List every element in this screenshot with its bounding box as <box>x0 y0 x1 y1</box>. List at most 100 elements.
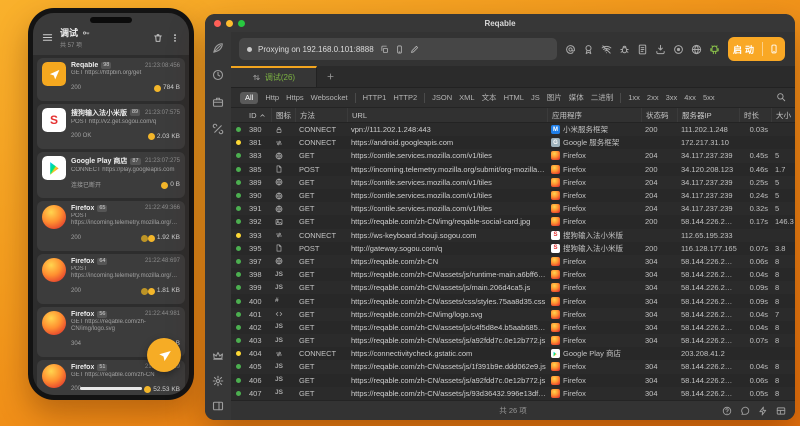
filter-search-button[interactable] <box>776 89 786 107</box>
column-header[interactable]: ID <box>245 108 271 122</box>
column-header[interactable]: 图标 <box>271 108 295 122</box>
briefcase-icon[interactable] <box>212 96 224 108</box>
table-row[interactable]: 398 JS GET https://reqable.com/zh-CN/assets… <box>231 268 795 282</box>
tools-icon[interactable] <box>212 123 224 135</box>
table-row[interactable]: 403 JS GET https://reqable.com/zh-CN/assets… <box>231 334 795 348</box>
trash-icon[interactable] <box>153 33 163 43</box>
table-row[interactable]: 397 GET https://reqable.com/zh-CN Firefox 30… <box>231 254 795 269</box>
cell-duration: 0.07s <box>749 243 768 253</box>
column-header[interactable]: URL <box>347 108 547 122</box>
table-row[interactable]: 405 JS GET https://reqable.com/zh-CN/assets… <box>231 360 795 374</box>
at-icon[interactable] <box>565 44 576 55</box>
firefox-app-icon <box>551 322 560 332</box>
panel-icon[interactable] <box>212 400 224 412</box>
device-icon[interactable] <box>395 45 404 54</box>
table-row[interactable]: 380 CONNECT vpn://111.202.1.248:443 M 小米服务框架… <box>231 123 795 137</box>
bolt-icon[interactable] <box>758 406 768 416</box>
proxy-address-bar[interactable]: Proxying on 192.168.0.101:8888 <box>239 38 557 60</box>
filter-item[interactable]: JS <box>530 93 540 102</box>
table-row[interactable]: 392 GET https://reqable.com/zh-CN/img/reqa… <box>231 215 795 229</box>
script-icon[interactable] <box>637 44 648 55</box>
table-row[interactable]: 401 GET https://reqable.com/zh-CN/img/logo… <box>231 307 795 321</box>
record-icon[interactable] <box>673 44 684 55</box>
column-header[interactable]: 状态码 <box>641 108 677 122</box>
cell-id: 403 <box>249 336 262 346</box>
filter-item[interactable]: 4xx <box>684 93 696 102</box>
column-header[interactable]: 时长 <box>739 108 771 122</box>
table-row[interactable]: 391 GET https://contile.services.mozilla.c… <box>231 202 795 216</box>
session-card[interactable]: Firefox 56 21:22:44:981 GET https://reqa… <box>37 306 185 357</box>
table-row[interactable]: 393 CONNECT https://ws-keyboard.shouji.sog… <box>231 228 795 242</box>
menu-icon[interactable] <box>42 32 53 43</box>
filter-item[interactable]: HTTP2 <box>393 93 418 102</box>
table-row[interactable]: 400 # GET https://reqable.com/zh-CN/assets/… <box>231 294 795 308</box>
filter-item[interactable]: 3xx <box>665 93 678 102</box>
certificate-icon[interactable] <box>583 44 594 55</box>
cell-method: GET <box>299 362 315 372</box>
network-icon[interactable] <box>691 44 702 55</box>
column-header[interactable] <box>231 108 245 122</box>
feather-icon[interactable] <box>212 42 224 54</box>
session-card[interactable]: S 搜狗输入法小米版 89 21:23:07:575 POST http://v… <box>37 103 185 149</box>
filter-item[interactable]: 图片 <box>546 93 562 102</box>
session-card[interactable]: Firefox 64 21:22:48:697 POST https://inc… <box>37 253 185 304</box>
tab-debug[interactable]: 调试(26) <box>231 66 317 87</box>
session-card[interactable]: Google Play 商店 87 21:23:07:275 CONNECT h… <box>37 152 185 198</box>
clock-icon[interactable] <box>212 69 224 81</box>
filter-item[interactable]: XML <box>459 93 475 102</box>
search-icon <box>776 92 786 102</box>
js-icon: JS <box>275 323 283 331</box>
column-header[interactable]: 大小 <box>771 108 795 122</box>
session-timestamp: 21:23:07:575 <box>144 109 180 116</box>
cell-server-ip: 58.144.226.2… <box>681 362 733 372</box>
table-row[interactable]: 402 JS GET https://reqable.com/zh-CN/assets… <box>231 320 795 334</box>
maximize-window-button[interactable] <box>238 19 245 27</box>
kebab-menu-icon[interactable] <box>170 33 180 43</box>
crown-icon[interactable] <box>212 350 224 362</box>
session-card[interactable]: Reqable 98 21:23:08:456 GET https://http… <box>37 58 185 101</box>
chat-icon[interactable] <box>740 406 750 416</box>
filter-item[interactable]: All <box>240 91 259 104</box>
start-button[interactable]: 启动 <box>728 37 785 61</box>
bug-icon[interactable] <box>619 44 630 55</box>
table-row[interactable]: 399 JS GET https://reqable.com/zh-CN/assets… <box>231 281 795 295</box>
install-icon[interactable] <box>655 44 666 55</box>
close-window-button[interactable] <box>214 19 221 27</box>
column-header[interactable]: 服务器IP <box>677 108 739 122</box>
filter-item[interactable]: 2xx <box>646 93 659 102</box>
column-header[interactable]: 方法 <box>295 108 347 122</box>
wifi-off-icon[interactable] <box>601 44 612 55</box>
question-icon[interactable] <box>722 406 732 416</box>
layout-icon[interactable] <box>776 406 786 416</box>
table-row[interactable]: 385 POST https://incoming.telemetry.mozill… <box>231 162 795 176</box>
session-card[interactable]: Firefox 65 21:22:49:366 POST https://inc… <box>37 200 185 251</box>
minimize-window-button[interactable] <box>226 19 233 27</box>
table-row[interactable]: 406 JS GET https://reqable.com/zh-CN/assets… <box>231 373 795 387</box>
pencil-icon[interactable] <box>410 45 419 54</box>
gear-icon[interactable] <box>212 375 224 387</box>
table-row[interactable]: 381 CONNECT https://android.googleapis.com… <box>231 136 795 150</box>
filter-item[interactable]: 媒体 <box>568 93 584 102</box>
filter-item[interactable]: HTTP1 <box>362 93 387 102</box>
table-row[interactable]: 390 GET https://contile.services.mozilla.c… <box>231 188 795 203</box>
table-row[interactable]: 407 JS GET https://reqable.com/zh-CN/assets… <box>231 386 795 400</box>
filter-item[interactable]: Http <box>265 93 280 102</box>
filter-item[interactable]: JSON <box>432 93 453 102</box>
table-row[interactable]: 395 POST http://gateway.sogou.com/q S 搜狗输入法小… <box>231 241 795 255</box>
table-row[interactable]: 389 GET https://contile.services.mozilla.c… <box>231 175 795 189</box>
android-icon[interactable] <box>709 44 720 55</box>
filter-item[interactable]: 文本 <box>481 93 497 102</box>
add-tab-button[interactable] <box>317 66 343 87</box>
filter-item[interactable]: Websocket <box>310 93 348 102</box>
filter-item[interactable]: 1xx <box>628 93 640 102</box>
filter-item[interactable]: 二进制 <box>590 93 614 102</box>
filter-item[interactable]: HTML <box>503 93 524 102</box>
column-header[interactable]: 应用程序 <box>547 108 641 122</box>
table-row[interactable]: 404 CONNECT https://connectivitycheck.gsta… <box>231 347 795 361</box>
reqable-fab-button[interactable] <box>147 338 181 372</box>
window-titlebar[interactable]: Reqable <box>205 14 795 32</box>
copy-icon[interactable] <box>380 45 389 54</box>
filter-item[interactable]: 5xx <box>702 93 715 102</box>
filter-item[interactable]: Https <box>286 93 304 102</box>
table-row[interactable]: 383 GET https://contile.services.mozilla.c… <box>231 149 795 163</box>
